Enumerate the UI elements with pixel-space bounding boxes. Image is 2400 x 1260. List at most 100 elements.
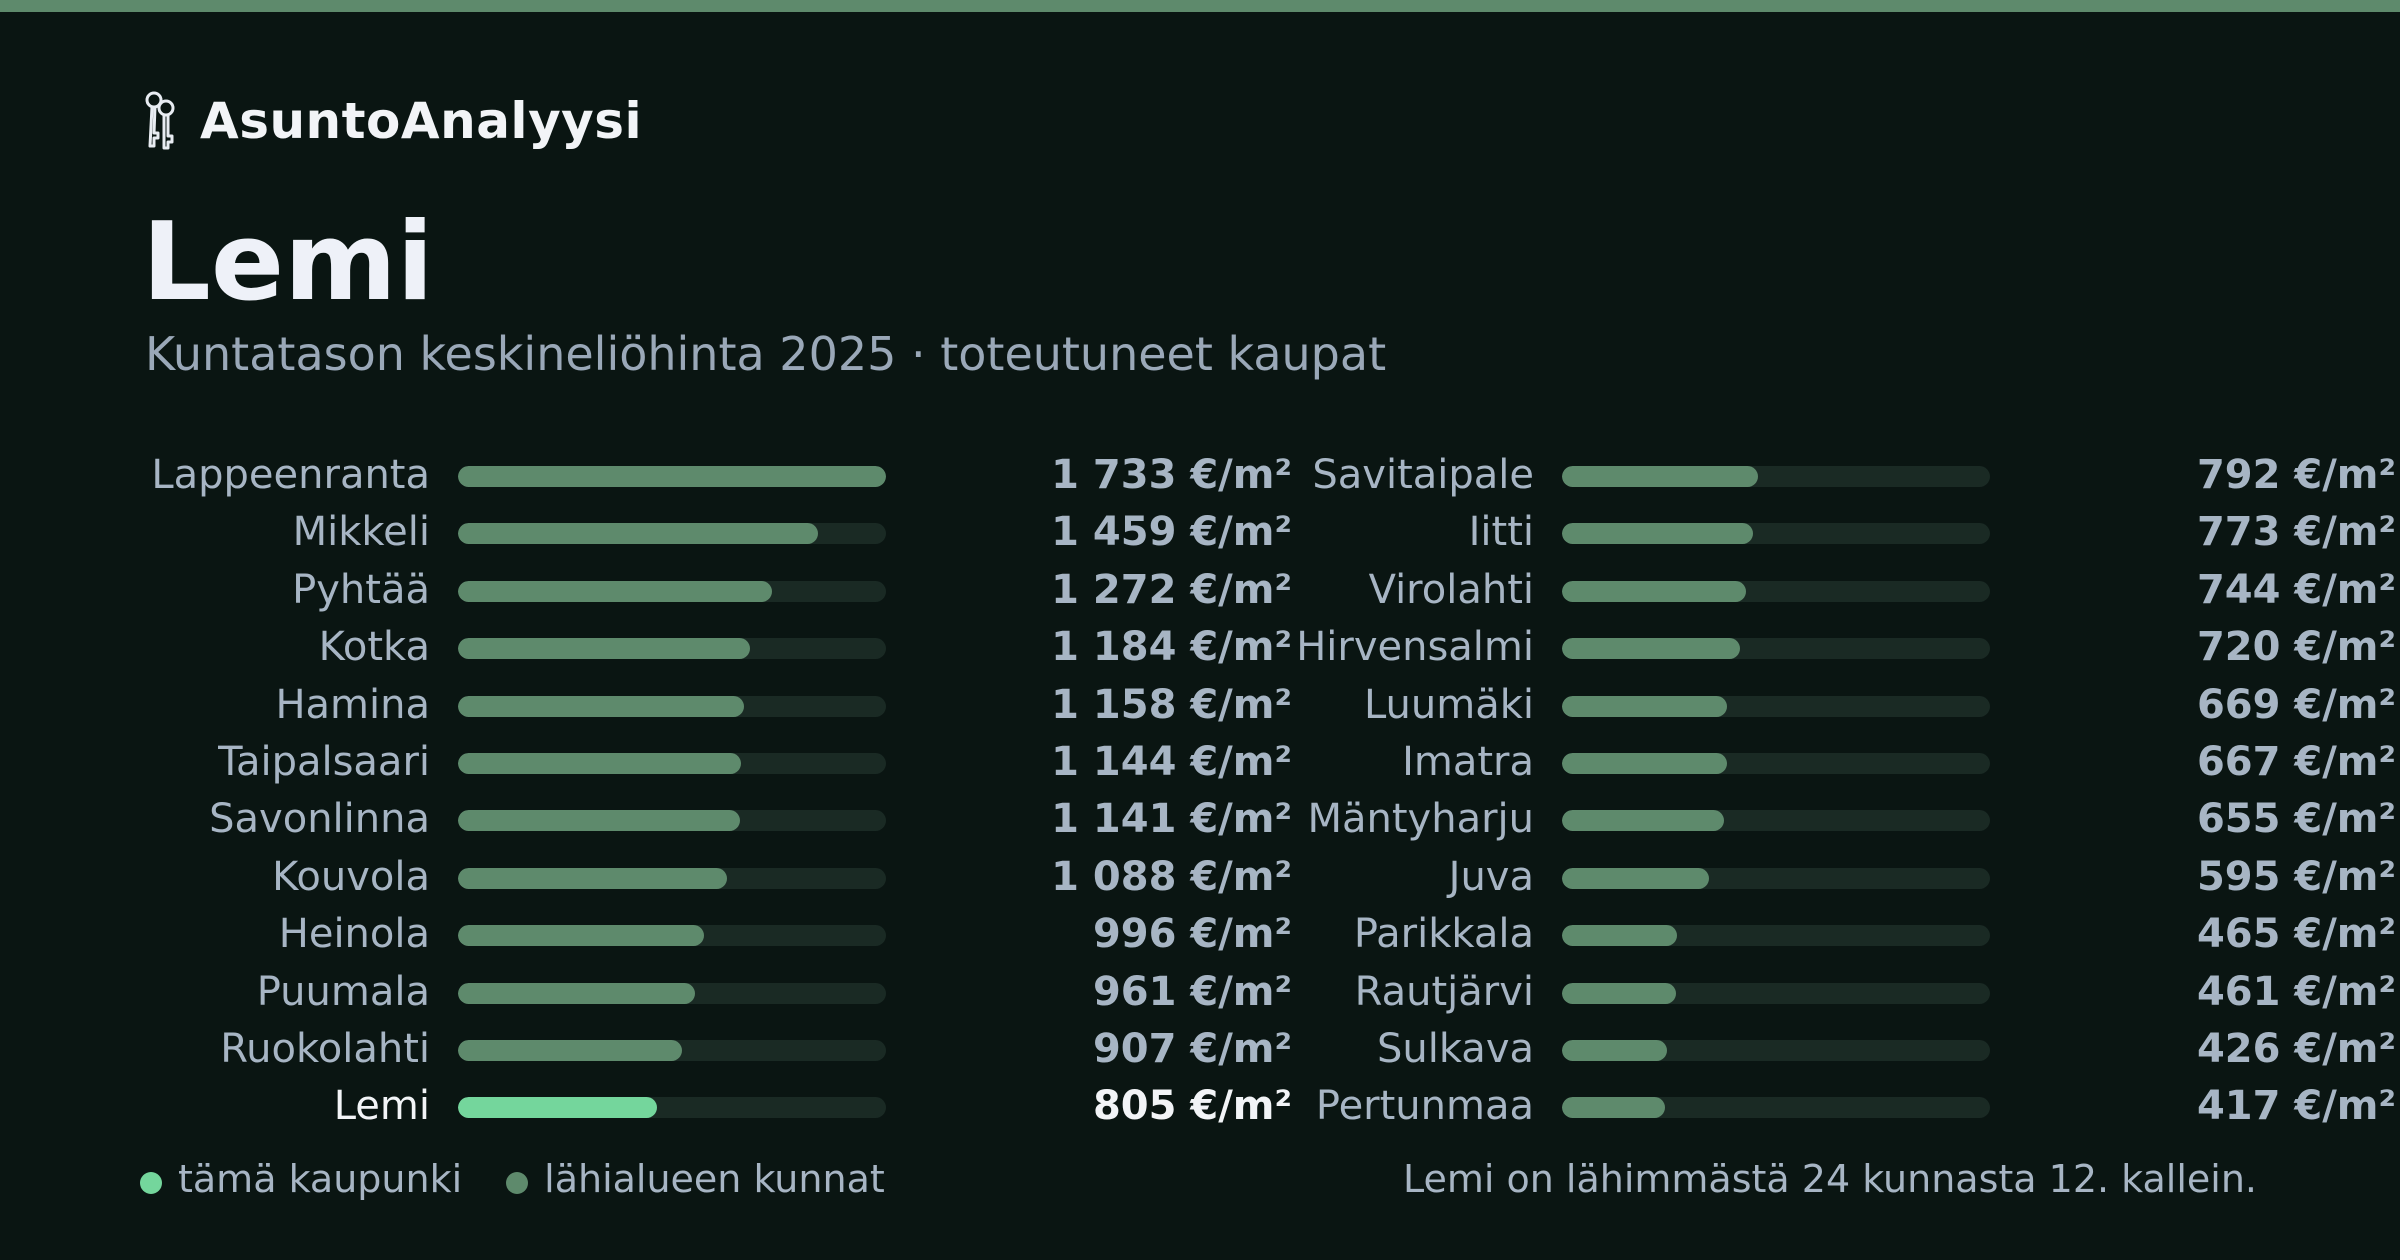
bar-track bbox=[458, 867, 886, 889]
bar bbox=[458, 523, 819, 545]
bar-track bbox=[458, 982, 886, 1004]
bar-category-label: Iitti bbox=[1468, 509, 1534, 556]
bar bbox=[1562, 580, 1746, 602]
bar-track bbox=[1562, 466, 1990, 487]
top-accent-bar bbox=[0, 0, 2400, 12]
bar-category-label: Juva bbox=[1448, 853, 1534, 900]
legend-others-marker bbox=[506, 1172, 529, 1194]
bar bbox=[1562, 810, 1724, 832]
bar-value-label: 1 158 €/m² bbox=[1051, 681, 1292, 728]
bar bbox=[1562, 982, 1676, 1004]
bar bbox=[458, 867, 727, 889]
legend: tämä kaupunki lähialueen kunnat bbox=[140, 1152, 885, 1206]
bar-category-label: Luumäki bbox=[1363, 681, 1534, 728]
bar-category-label: Puumala bbox=[256, 968, 430, 1015]
bar-value-label: 465 €/m² bbox=[2196, 911, 2396, 958]
bar bbox=[458, 580, 773, 602]
bar-category-label: Ruokolahti bbox=[220, 1025, 430, 1072]
bar-category-label: Heinola bbox=[278, 911, 430, 958]
bar bbox=[1562, 695, 1728, 717]
bar-track bbox=[1562, 752, 1990, 774]
bar-category-label: Pyhtää bbox=[292, 566, 430, 613]
bar bbox=[458, 810, 740, 832]
bar-track bbox=[458, 580, 886, 602]
bar-category-label: Mäntyharju bbox=[1307, 796, 1534, 843]
bar-track bbox=[1562, 638, 1990, 660]
bar-track bbox=[458, 810, 886, 832]
bar-category-label: Mikkeli bbox=[292, 509, 430, 556]
bar-track bbox=[1562, 1097, 1990, 1119]
bar bbox=[1562, 523, 1753, 545]
page-title: Lemi bbox=[142, 200, 434, 325]
bar-track bbox=[458, 1039, 886, 1061]
bar bbox=[1562, 638, 1740, 660]
bar-track bbox=[458, 523, 886, 545]
bar-category-label: Hirvensalmi bbox=[1296, 624, 1534, 671]
bar-track bbox=[1562, 982, 1990, 1004]
bar bbox=[1562, 466, 1758, 487]
bar bbox=[1562, 925, 1677, 947]
bar-category-label: Savonlinna bbox=[209, 796, 430, 843]
bar-value-label: 907 €/m² bbox=[1092, 1025, 1292, 1072]
bar-value-label: 461 €/m² bbox=[2196, 968, 2396, 1015]
bar-value-label: 1 141 €/m² bbox=[1051, 796, 1292, 843]
bar bbox=[1562, 1097, 1665, 1119]
bar-track bbox=[458, 752, 886, 774]
bar-track bbox=[458, 466, 886, 487]
bar-value-label: 426 €/m² bbox=[2196, 1025, 2396, 1072]
bar-value-label: 792 €/m² bbox=[2196, 452, 2396, 498]
bar bbox=[458, 466, 886, 487]
bar-category-label: Kouvola bbox=[272, 853, 430, 900]
bar-track bbox=[458, 695, 886, 717]
bar bbox=[458, 1097, 657, 1119]
bar-category-label: Parikkala bbox=[1353, 911, 1534, 958]
bar bbox=[458, 1039, 682, 1061]
bar-category-label: Hamina bbox=[275, 681, 430, 728]
bar-category-label: Savitaipale bbox=[1312, 452, 1534, 498]
bar-track bbox=[1562, 810, 1990, 832]
bar bbox=[458, 695, 744, 717]
legend-current-label: tämä kaupunki bbox=[178, 1157, 463, 1201]
bar-value-label: 1 459 €/m² bbox=[1051, 509, 1292, 556]
bar-category-label: Pertunmaa bbox=[1315, 1083, 1534, 1130]
bar-category-label: Lappeenranta bbox=[151, 452, 430, 498]
bar-value-label: 744 €/m² bbox=[2196, 566, 2396, 613]
bar-track bbox=[1562, 867, 1990, 889]
bar bbox=[1562, 1039, 1668, 1061]
bar-value-label: 417 €/m² bbox=[2196, 1083, 2396, 1130]
bar-track bbox=[1562, 695, 1990, 717]
bar bbox=[1562, 867, 1709, 889]
bar-value-label: 720 €/m² bbox=[2196, 624, 2396, 671]
bar-category-label: Taipalsaari bbox=[218, 738, 430, 785]
bar-category-label: Rautjärvi bbox=[1354, 968, 1534, 1015]
bar-track bbox=[458, 638, 886, 660]
bar-category-label: Virolahti bbox=[1368, 566, 1534, 613]
bar-track bbox=[1562, 1039, 1990, 1061]
bar-category-label: Kotka bbox=[318, 624, 430, 671]
bar-value-label: 1 184 €/m² bbox=[1051, 624, 1292, 671]
legend-current-marker bbox=[140, 1172, 162, 1194]
bar-value-label: 773 €/m² bbox=[2196, 509, 2396, 556]
bar-track bbox=[1562, 580, 1990, 602]
page-subtitle: Kuntatason keskineliöhinta 2025 · toteut… bbox=[145, 327, 1387, 381]
bar-track bbox=[458, 1097, 886, 1119]
bar-track bbox=[458, 925, 886, 947]
bar-value-label: 1 733 €/m² bbox=[1051, 452, 1292, 498]
bar-value-label: 595 €/m² bbox=[2196, 853, 2396, 900]
bar-value-label: 1 144 €/m² bbox=[1051, 738, 1292, 785]
bar bbox=[458, 925, 704, 947]
bar bbox=[458, 752, 741, 774]
bar-track bbox=[1562, 523, 1990, 545]
rank-footnote: Lemi on lähimmästä 24 kunnasta 12. kalle… bbox=[1402, 1157, 2257, 1201]
bar bbox=[458, 638, 751, 660]
brand: AsuntoAnalyysi bbox=[140, 88, 642, 154]
bar-value-label: 655 €/m² bbox=[2196, 796, 2396, 843]
brand-name: AsuntoAnalyysi bbox=[200, 92, 643, 150]
bar bbox=[458, 982, 696, 1004]
bar-category-label: Sulkava bbox=[1376, 1025, 1534, 1072]
bar-track bbox=[1562, 925, 1990, 947]
bar bbox=[1562, 752, 1727, 774]
bar-value-label: 667 €/m² bbox=[2196, 738, 2396, 785]
bar-value-label: 1 272 €/m² bbox=[1051, 566, 1292, 613]
bar-value-label: 961 €/m² bbox=[1092, 968, 1292, 1015]
